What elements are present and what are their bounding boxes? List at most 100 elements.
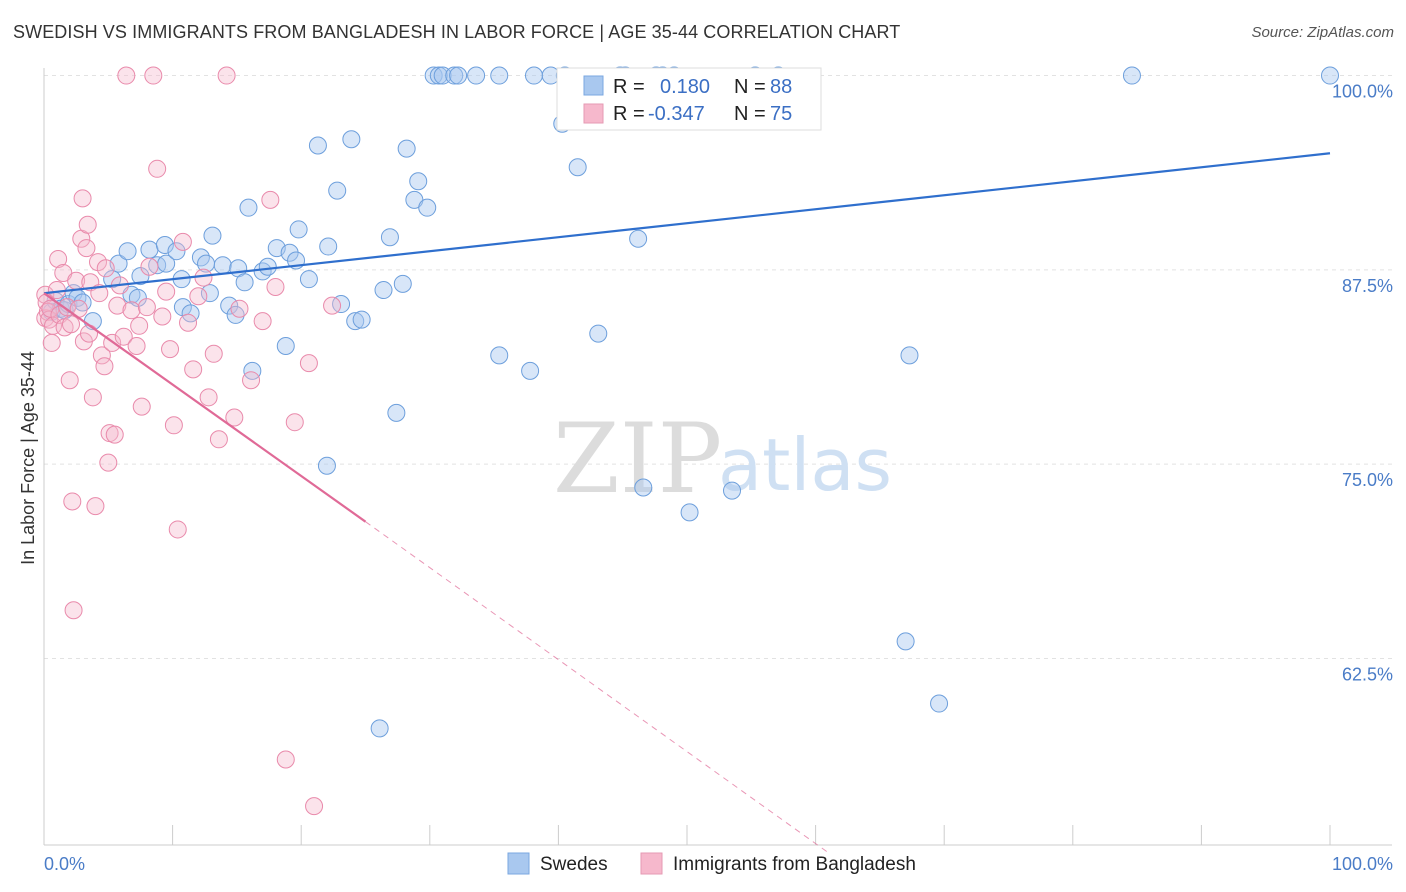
bangladesh-point-40 [114,327,133,346]
bangladesh-point-62 [209,430,228,449]
bangladesh-point-58 [189,287,208,306]
swedes-point-86 [900,346,919,365]
bangladesh-swatch [583,103,604,124]
bangladesh-point-69 [266,277,285,296]
legend-bangladesh-label: Immigrants from Bangladesh [673,854,916,875]
swedes-point-82 [723,481,742,500]
bangladesh-point-71 [285,413,304,432]
bangladesh-point-59 [194,268,213,287]
n-label-2: N = [734,103,766,125]
bangladesh-point-17 [64,601,83,620]
x-tick-label-0: 0.0% [44,854,85,874]
swedes-point-52 [380,228,399,247]
bangladesh-point-57 [184,360,203,379]
swedes-point-57 [409,172,428,191]
swedes-point-65 [490,66,509,85]
bangladesh-point-14 [60,371,79,390]
grid-lines [44,75,1392,659]
y-axis-label: In Labor Force | Age 35-44 [18,351,38,565]
bangladesh-point-41 [117,66,136,85]
bangladesh-point-54 [168,520,187,539]
bangladesh-point-66 [242,371,261,390]
swedes-point-76 [629,229,648,248]
swedes-point-89 [1321,66,1339,85]
swedes-point-68 [524,66,543,85]
bangladesh-point-50 [153,307,172,326]
bangladesh-point-24 [78,215,97,234]
swedes-point-15 [140,240,159,259]
bangladesh-point-27 [83,388,102,407]
bangladesh-point-68 [261,190,280,209]
swedes-point-45 [328,181,347,200]
bangladesh-point-16 [63,492,82,511]
watermark-zip: ZIP [553,403,722,515]
swedes-point-41 [299,270,318,289]
r-value-1: 0.180 [660,76,710,98]
bangladesh-point-33 [96,259,115,278]
swedes-point-87 [930,694,949,713]
bangladesh-point-43 [127,337,146,356]
bangladesh-point-32 [95,357,114,376]
bangladesh-point-6 [42,333,61,352]
swedes-point-40 [289,220,308,239]
bangladesh-point-48 [144,66,163,85]
swedes-point-48 [346,312,365,331]
swedes-point-26 [203,226,222,245]
swedes-point-66 [490,346,509,365]
legend-swedes-swatch [507,852,530,875]
r-label-1: R = [613,76,645,98]
swedes-point-32 [239,198,258,217]
swedes-point-51 [374,281,393,300]
swedes-points [42,66,1339,738]
y-tick-label-3: 100.0% [1332,82,1393,102]
bangladesh-point-37 [105,425,124,444]
bangladesh-point-44 [130,316,149,335]
bangladesh-point-15 [62,315,81,334]
swedes-point-64 [467,66,486,85]
bangladesh-point-49 [148,159,167,178]
bangladesh-point-28 [86,497,105,516]
swedes-point-47 [342,130,361,149]
bangladesh-point-38 [108,296,127,315]
swedes-point-31 [235,273,254,292]
bangladesh-point-42 [122,301,141,320]
bangladesh-point-70 [276,750,295,769]
bangladesh-point-46 [137,298,156,317]
bangladesh-point-3 [38,302,57,321]
bangladesh-point-53 [164,416,183,435]
swedes-point-17 [155,235,174,254]
swedes-swatch [583,75,604,96]
swedes-point-54 [393,274,412,293]
swedes-trend-line [43,152,1331,295]
watermark-atlas: atlas [718,423,892,507]
swedes-point-49 [352,310,371,329]
stats-legend: R = 0.180 N = 88 R = -0.347 N = 75 [556,67,822,131]
x-tick-label-1: 100.0% [1332,854,1393,874]
swedes-point-11 [118,242,137,261]
bangladesh-point-7 [44,316,63,335]
bangladesh-point-25 [80,324,99,343]
chart-source: Source: ZipAtlas.com [1251,24,1394,41]
r-label-2: R = [613,103,645,125]
bangladesh-point-21 [73,189,92,208]
bangladesh-point-51 [157,282,176,301]
bangladesh-points [36,66,342,816]
trend-lines [43,152,1331,854]
swedes-point-33 [243,361,262,380]
swedes-point-25 [200,284,219,303]
bangladesh-point-34 [99,453,118,472]
swedes-point-50 [370,719,389,738]
bangladesh-point-67 [253,312,272,331]
bangladesh-point-65 [230,299,249,318]
swedes-point-35 [258,257,277,276]
bangladesh-point-55 [173,232,192,251]
n-value-1: 88 [770,76,792,98]
n-value-2: 75 [770,103,792,125]
swedes-point-59 [424,66,443,85]
bangladesh-trend-line-extension [365,521,829,854]
swedes-point-53 [387,403,406,422]
swedes-point-46 [332,295,351,314]
swedes-point-37 [276,337,295,356]
bangladesh-point-30 [90,284,109,303]
watermark: ZIP atlas [553,403,892,515]
